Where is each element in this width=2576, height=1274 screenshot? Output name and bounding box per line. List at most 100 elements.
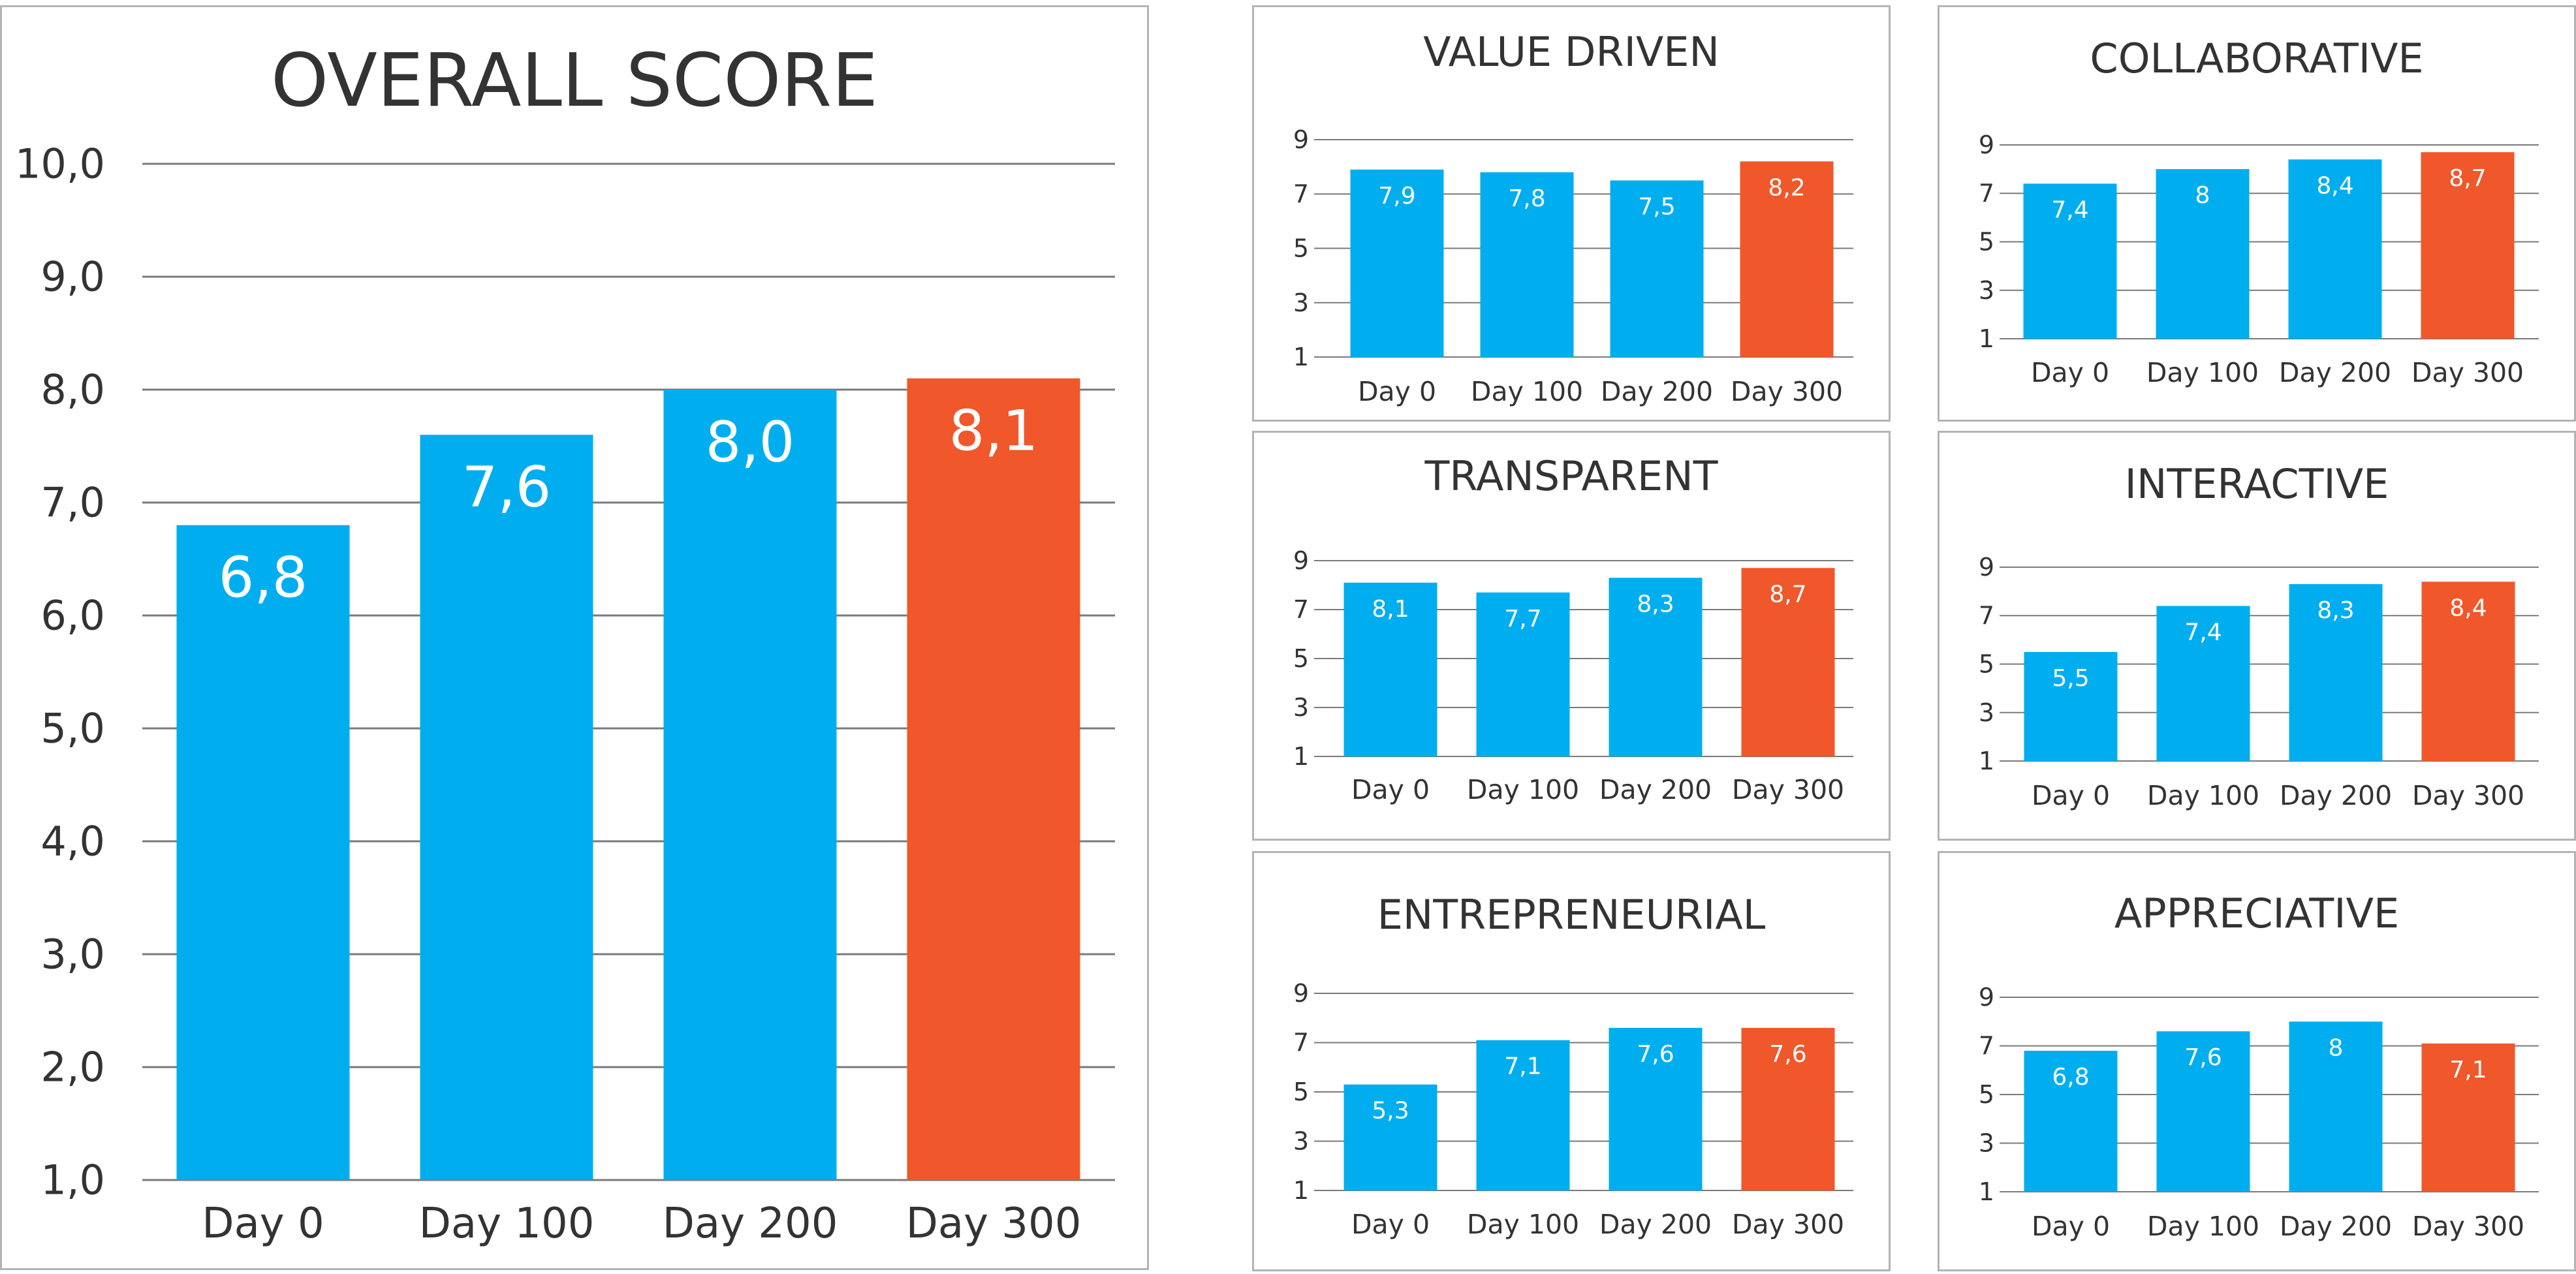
- bar: [2156, 1031, 2250, 1192]
- bar: [1350, 169, 1444, 357]
- bar: [1343, 582, 1437, 756]
- x-tick-label: Day 200: [2279, 357, 2391, 388]
- y-tick-label: 1: [1979, 1177, 1994, 1206]
- x-tick-label: Day 300: [2412, 1211, 2524, 1242]
- y-tick-label: 7: [1979, 601, 1994, 630]
- bar: [2024, 1050, 2118, 1192]
- bar: [2288, 159, 2382, 339]
- bar: [1476, 1040, 1570, 1190]
- x-tick-label: Day 200: [1599, 1209, 1712, 1240]
- y-tick-label: 1,0: [40, 1157, 105, 1204]
- y-tick-label: 3: [1979, 1129, 1994, 1158]
- y-tick-label: 9,0: [40, 253, 105, 301]
- data-label: 8,7: [1769, 581, 1806, 608]
- x-tick-label: Day 100: [2147, 780, 2259, 811]
- y-tick-label: 7: [1293, 1029, 1309, 1057]
- y-tick-label: 1: [1979, 324, 1994, 353]
- y-tick-label: 1: [1979, 747, 1994, 775]
- x-tick-label: Day 0: [1358, 376, 1436, 407]
- y-tick-label: 3: [1293, 288, 1309, 317]
- data-label: 6,8: [2052, 1064, 2089, 1091]
- x-tick-label: Day 300: [906, 1200, 1082, 1248]
- x-tick-label: Day 300: [1732, 1209, 1844, 1240]
- y-tick-label: 5: [1979, 1080, 1994, 1109]
- chart-title: ENTREPRENEURIAL: [1377, 891, 1766, 939]
- bar: [1609, 578, 1703, 756]
- bar: [2421, 1043, 2515, 1192]
- chart-title: COLLABORATIVE: [2090, 35, 2424, 82]
- y-tick-label: 7: [1979, 179, 1994, 208]
- bar: [420, 435, 593, 1181]
- data-label: 7,6: [462, 455, 552, 520]
- y-tick-label: 9: [1979, 983, 1994, 1012]
- chart-title: APPRECIATIVE: [2114, 890, 2400, 937]
- y-tick-label: 9: [1979, 553, 1994, 582]
- bar: [176, 525, 350, 1180]
- collaborative-panel: COLLABORATIVE 1 3 5 7 9 7,4 Day 0 8 Day 100 8,4 Da…: [1938, 5, 2576, 422]
- bar: [1343, 1084, 1437, 1190]
- chart-title: INTERACTIVE: [2124, 460, 2389, 508]
- value-driven-chart: 1 3 5 7 9 7,9 Day 0 7,8 Day 100 7,5 Day 200 8,2 Day …: [1293, 125, 1853, 407]
- data-label: 7,1: [2449, 1057, 2487, 1083]
- y-tick-label: 4,0: [40, 818, 105, 865]
- y-tick-label: 10,0: [15, 140, 105, 188]
- data-label: 8,1: [949, 399, 1039, 464]
- y-tick-label: 3: [1979, 698, 1994, 727]
- chart-title: OVERALL SCORE: [271, 39, 878, 123]
- bar: [2156, 169, 2250, 339]
- x-tick-label: Day 300: [1731, 376, 1843, 407]
- data-label: 8: [2195, 182, 2210, 209]
- data-label: 5,3: [1372, 1098, 1409, 1125]
- data-label: 8: [2329, 1034, 2344, 1061]
- x-tick-label: Day 100: [419, 1200, 595, 1248]
- y-tick-label: 7,0: [40, 479, 105, 527]
- x-tick-label: Day 300: [2412, 780, 2524, 811]
- collaborative-chart: 1 3 5 7 9 7,4 Day 0 8 Day 100 8,4 Day 200 8,7 Day 30…: [1979, 131, 2539, 388]
- y-tick-label: 1: [1293, 343, 1309, 371]
- x-tick-label: Day 100: [1467, 1209, 1579, 1240]
- bar: [1741, 1027, 1835, 1190]
- y-tick-label: 6,0: [40, 592, 105, 640]
- y-tick-label: 5,0: [40, 705, 105, 753]
- data-label: 7,6: [1637, 1041, 1674, 1068]
- x-tick-label: Day 200: [1599, 774, 1712, 805]
- x-tick-label: Day 100: [2146, 357, 2259, 388]
- data-label: 8,7: [2449, 165, 2486, 192]
- bar: [1740, 161, 1834, 358]
- y-tick-label: 3,0: [40, 931, 105, 978]
- data-label: 7,4: [2051, 196, 2088, 223]
- bar: [1610, 180, 1704, 357]
- data-label: 7,5: [1638, 193, 1675, 220]
- entrepreneurial-panel: ENTREPRENEURIAL 1 3 5 7 9 5,3 Day 0 7,1 Day 100 7…: [1252, 851, 1891, 1271]
- y-tick-label: 2,0: [40, 1044, 105, 1091]
- chart-title: VALUE DRIVEN: [1423, 28, 1720, 76]
- x-tick-label: Day 100: [2147, 1211, 2259, 1242]
- bar: [2421, 582, 2515, 761]
- transparent-panel: TRANSPARENT 1 3 5 7 9 8,1 Day 0 7,7 Day 100 8,3 Da…: [1252, 431, 1891, 841]
- y-tick-label: 3: [1293, 1127, 1309, 1156]
- data-label: 7,9: [1378, 183, 1415, 210]
- bar: [663, 390, 837, 1180]
- data-label: 7,7: [1504, 606, 1541, 632]
- data-label: 6,8: [219, 546, 308, 611]
- y-tick-label: 3: [1979, 276, 1994, 305]
- y-tick-label: 1: [1293, 742, 1309, 771]
- entrepreneurial-chart: 1 3 5 7 9 5,3 Day 0 7,1 Day 100 7,6 Day 200 7,6 Day …: [1293, 979, 1853, 1240]
- x-tick-label: Day 0: [2031, 357, 2109, 388]
- y-tick-label: 7: [1293, 179, 1309, 208]
- y-tick-label: 5: [1293, 234, 1309, 263]
- x-tick-label: Day 300: [1732, 774, 1844, 805]
- data-label: 8,0: [706, 410, 795, 475]
- x-tick-label: Day 0: [2032, 780, 2110, 811]
- bar: [1609, 1027, 1703, 1190]
- y-tick-label: 3: [1293, 693, 1309, 722]
- value-driven-panel: VALUE DRIVEN 1 3 5 7 9 7,9 Day 0 7,8 Day 100 7,5 D…: [1252, 5, 1891, 422]
- overall-score-chart: 1,0 2,0 3,0 4,0 5,0 6,0 7,0 8,0 9,0 10,0 6,8 Day 0 7…: [15, 140, 1115, 1248]
- y-tick-label: 7: [1979, 1032, 1994, 1061]
- interactive-chart: 1 3 5 7 9 5,5 Day 0 7,4 Day 100 8,3 Day 200 8,4 Day …: [1979, 553, 2539, 811]
- bar: [2023, 183, 2117, 339]
- data-label: 8,3: [2317, 597, 2354, 624]
- x-tick-label: Day 0: [2032, 1211, 2110, 1242]
- bar: [2421, 152, 2515, 339]
- data-label: 7,8: [1508, 185, 1545, 212]
